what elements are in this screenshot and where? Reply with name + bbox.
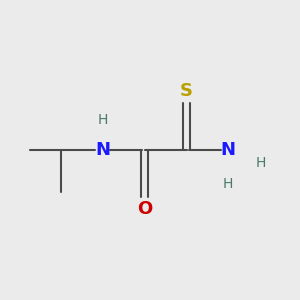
Text: H: H: [256, 156, 266, 170]
Text: O: O: [137, 200, 152, 218]
Text: H: H: [98, 113, 108, 127]
Text: N: N: [96, 141, 111, 159]
Text: H: H: [223, 177, 233, 191]
Text: S: S: [180, 82, 193, 100]
Text: N: N: [221, 141, 236, 159]
